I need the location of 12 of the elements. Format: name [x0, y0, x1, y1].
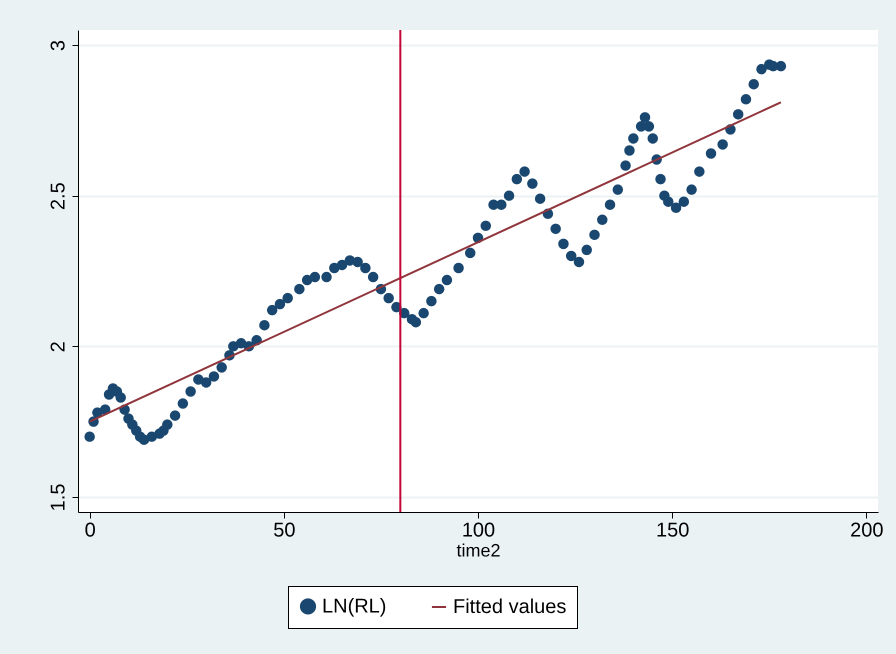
x-tick-label: 150 [656, 520, 690, 542]
x-tick-label: 100 [462, 520, 496, 542]
y-tick-label: 2.5 [48, 182, 70, 210]
legend-label: LN(RL) [322, 595, 386, 618]
y-tick-label: 2 [48, 341, 70, 352]
y-tick-label: 3 [48, 40, 70, 52]
x-tick-label: 200 [850, 520, 884, 542]
x-tick-label: 50 [273, 520, 296, 542]
legend-label: Fitted values [453, 596, 566, 618]
x-axis-title: time2 [456, 540, 501, 560]
y-tick-label: 1.5 [48, 484, 70, 512]
x-tick-label: 0 [84, 520, 96, 542]
